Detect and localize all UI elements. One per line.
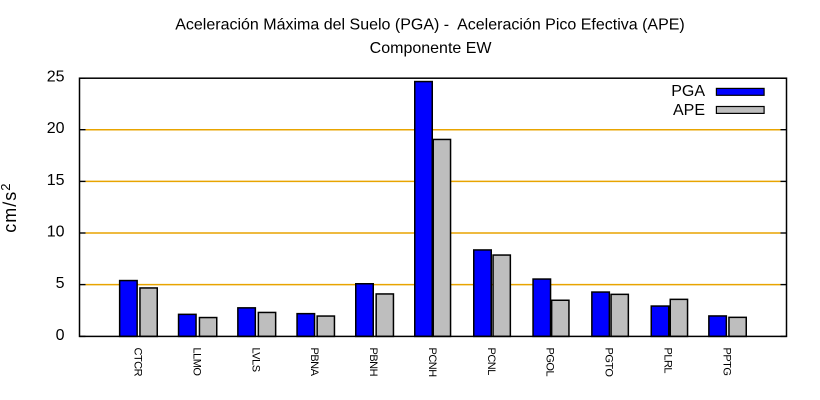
svg-text:PGTO: PGTO: [603, 348, 615, 378]
svg-text:cm/s2: cm/s2: [0, 183, 20, 233]
svg-text:PCNH: PCNH: [426, 348, 438, 378]
svg-text:20: 20: [47, 120, 65, 137]
svg-text:LVLS: LVLS: [249, 348, 261, 372]
svg-text:PBNA: PBNA: [308, 348, 320, 377]
svg-text:PBNH: PBNH: [367, 348, 379, 377]
svg-text:PLRL: PLRL: [661, 348, 673, 374]
svg-text:PGOL: PGOL: [544, 348, 556, 377]
svg-text:PPTG: PPTG: [720, 348, 732, 376]
svg-text:Componente EW: Componente EW: [370, 40, 493, 57]
svg-text:LLMO: LLMO: [191, 348, 203, 377]
svg-text:APE: APE: [673, 102, 705, 119]
svg-text:CTCR: CTCR: [132, 348, 144, 377]
svg-text:PGA: PGA: [671, 83, 705, 100]
svg-text:0: 0: [56, 327, 65, 344]
svg-text:25: 25: [47, 69, 65, 86]
svg-text:10: 10: [47, 223, 65, 240]
svg-text:5: 5: [56, 275, 65, 292]
svg-text:15: 15: [47, 172, 65, 189]
svg-text:PCNL: PCNL: [485, 348, 497, 376]
svg-text:Aceleración Máxima del Suelo (: Aceleración Máxima del Suelo (PGA) - Ace…: [175, 17, 685, 34]
